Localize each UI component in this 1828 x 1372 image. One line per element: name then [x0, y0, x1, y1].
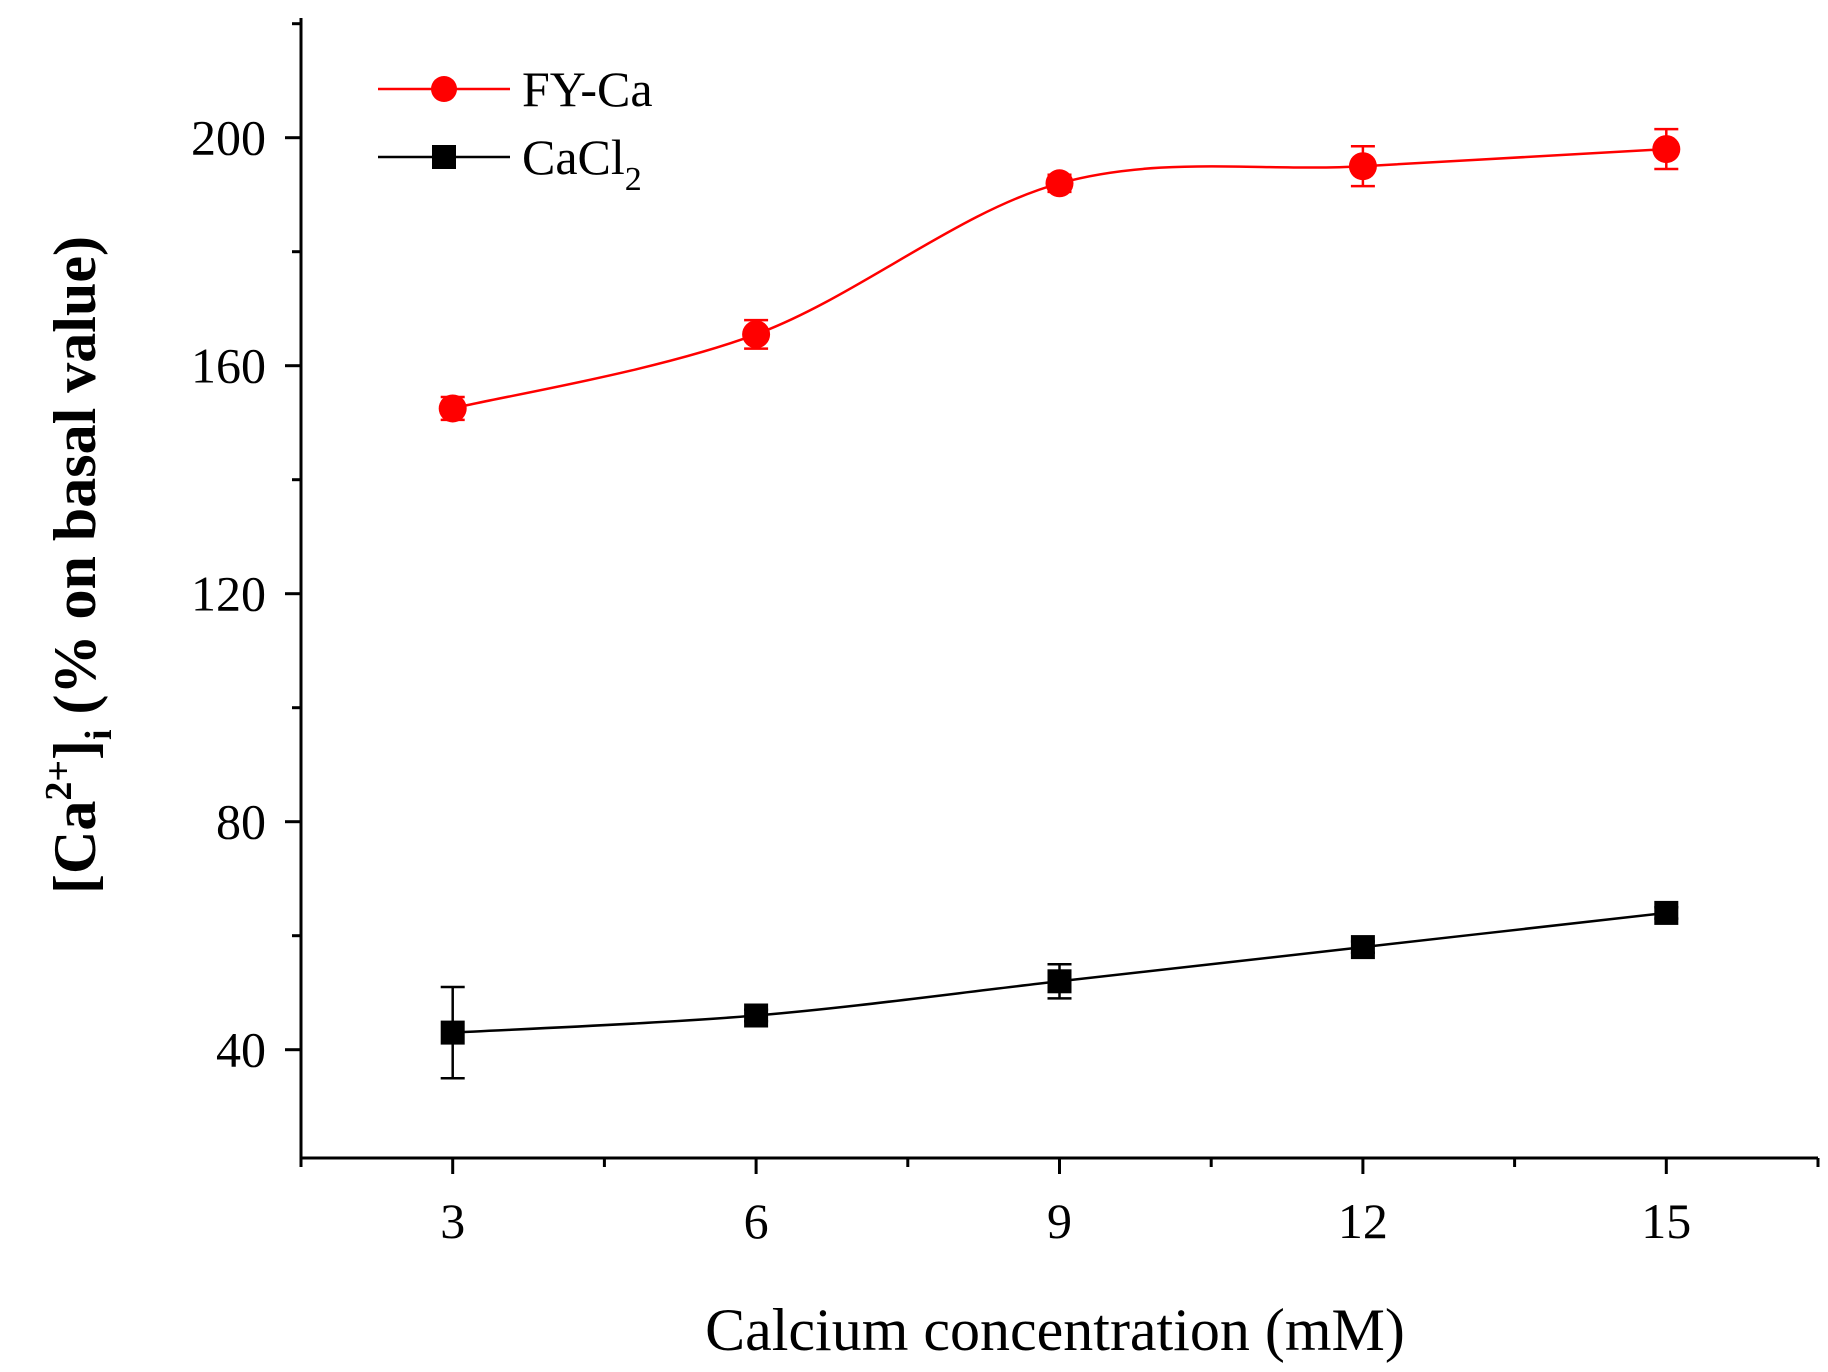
- data-point: [1045, 169, 1074, 198]
- legend-marker-fy-ca: [431, 76, 457, 102]
- x-tick-label: 12: [1338, 1193, 1388, 1249]
- y-tick-label: 40: [216, 1022, 266, 1078]
- y-axis-title-superscript: 2+: [38, 760, 80, 801]
- series-layer: [438, 127, 1681, 1080]
- x-tick-label: 9: [1047, 1193, 1072, 1249]
- data-point: [440, 1020, 465, 1045]
- legend-label-cacl2-main: CaCl: [522, 129, 625, 185]
- y-tick-label: 120: [191, 566, 266, 622]
- data-point: [742, 320, 771, 349]
- data-point: [1350, 935, 1375, 960]
- y-axis-title: [Ca2+]i (% on basal value): [38, 236, 120, 894]
- y-axis-title-rest: (% on basal value): [42, 236, 108, 729]
- y-axis-title-close: ]: [42, 740, 108, 760]
- x-axis-ticks: 3 6 9 12 15: [299, 1158, 1820, 1249]
- y-axis-title-open: [Ca: [42, 801, 108, 894]
- data-point: [744, 1003, 769, 1028]
- legend: FY-Ca CaCl2: [378, 61, 653, 198]
- legend-label-cacl2: CaCl2: [522, 129, 642, 198]
- data-point: [438, 394, 467, 423]
- data-point: [1654, 900, 1679, 925]
- y-tick-label: 200: [191, 110, 266, 166]
- legend-marker-cacl2: [432, 145, 456, 169]
- x-tick-label: 3: [440, 1193, 465, 1249]
- x-tick-label: 15: [1641, 1193, 1691, 1249]
- x-tick-label: 6: [744, 1193, 769, 1249]
- y-axis-ticks: 40 80 120 160 200: [191, 22, 301, 1078]
- y-tick-label: 160: [191, 338, 266, 394]
- data-point: [1047, 969, 1072, 994]
- data-point: [1652, 135, 1681, 164]
- y-tick-label: 80: [216, 794, 266, 850]
- series-circle: [438, 127, 1681, 423]
- x-axis-title: Calcium concentration (mM): [705, 1297, 1405, 1363]
- legend-label-cacl2-subscript: 2: [625, 161, 642, 198]
- data-point: [1348, 152, 1377, 181]
- series-square: [440, 900, 1679, 1080]
- y-axis-title-subscript: i: [78, 729, 120, 740]
- legend-label-fy-ca: FY-Ca: [522, 61, 653, 117]
